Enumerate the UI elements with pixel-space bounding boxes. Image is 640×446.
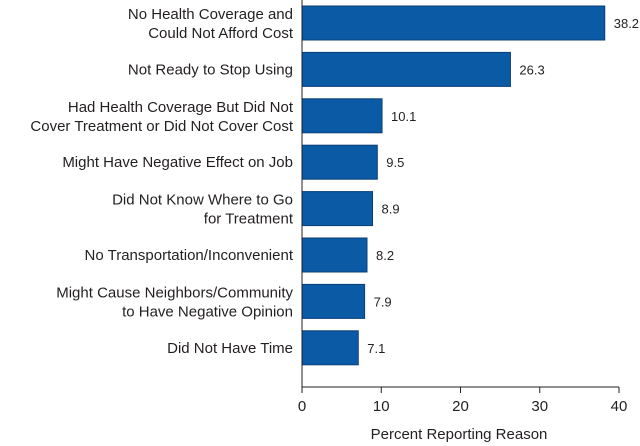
value-label-2: 10.1 xyxy=(391,109,416,124)
value-label-7: 7.1 xyxy=(367,341,385,356)
value-label-4: 8.9 xyxy=(382,202,400,217)
value-label-5: 8.2 xyxy=(376,248,394,263)
category-label-4: Did Not Know Where to Go for Treatment xyxy=(112,192,294,228)
category-label-1: Not Ready to Stop Using xyxy=(128,61,293,78)
category-label-5: No Transportation/Inconvenient xyxy=(85,247,294,264)
bar-3 xyxy=(301,144,378,180)
category-label-2: Had Health Coverage But Did Not Cover Tre… xyxy=(30,99,293,135)
category-label-3: Might Have Negative Effect on Job xyxy=(62,154,293,171)
bar-0 xyxy=(301,5,606,41)
bars-group xyxy=(301,5,606,366)
category-label-7: Did Not Have Time xyxy=(167,340,293,357)
bar-5 xyxy=(301,237,368,273)
x-tick-label-1: 10 xyxy=(373,398,390,415)
x-tick-label-4: 40 xyxy=(611,398,628,415)
value-label-1: 26.3 xyxy=(519,62,544,77)
category-labels-group: No Health Coverage and Could Not Afford C… xyxy=(30,6,293,357)
x-tick-label-0: 0 xyxy=(298,398,306,415)
bar-1 xyxy=(301,51,511,87)
value-label-6: 7.9 xyxy=(374,294,392,309)
bar-7 xyxy=(301,330,359,366)
value-labels-group: 38.2 26.3 10.1 9.5 8.9 8.2 7.9 7.1 xyxy=(367,16,639,356)
x-axis: 0 10 20 30 40 xyxy=(298,0,628,415)
value-label-3: 9.5 xyxy=(386,155,404,170)
x-axis-title: Percent Reporting Reason xyxy=(371,426,548,443)
bar-4 xyxy=(301,191,374,227)
bar-2 xyxy=(301,98,383,134)
bar-6 xyxy=(301,283,366,319)
value-label-0: 38.2 xyxy=(614,16,639,31)
category-label-0: No Health Coverage and Could Not Afford C… xyxy=(128,6,294,42)
x-tick-label-3: 30 xyxy=(531,398,548,415)
x-tick-label-2: 20 xyxy=(452,398,469,415)
category-label-6: Might Cause Neighbors/Community to Have N… xyxy=(56,284,293,320)
